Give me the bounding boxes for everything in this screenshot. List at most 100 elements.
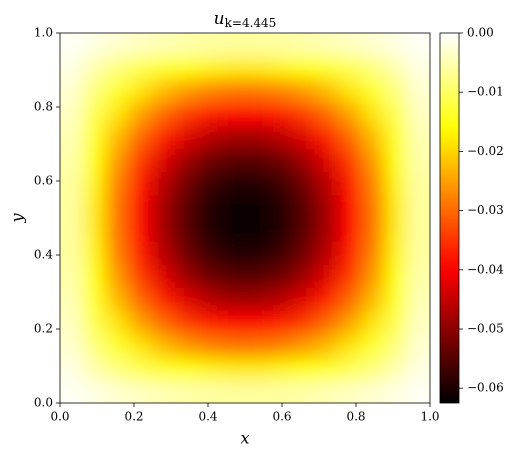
heatmap-cell bbox=[83, 33, 107, 57]
heatmap-cell bbox=[175, 379, 200, 403]
heatmap-cell bbox=[337, 102, 362, 126]
heatmap-cell bbox=[383, 379, 408, 403]
heatmap-cell bbox=[268, 125, 292, 150]
heatmap-cell bbox=[175, 194, 200, 219]
heatmap-cell bbox=[83, 171, 107, 196]
heatmap-cell bbox=[245, 264, 269, 288]
heatmap-cell bbox=[383, 194, 408, 219]
heatmap-cell bbox=[60, 148, 84, 173]
heatmap-cell bbox=[314, 379, 338, 403]
heatmap-cell bbox=[152, 33, 177, 57]
heatmap-cell bbox=[383, 148, 408, 173]
heatmap-cell bbox=[221, 287, 246, 311]
heatmap-cell bbox=[268, 310, 292, 335]
heatmap-cell bbox=[152, 102, 177, 126]
heatmap-cell bbox=[291, 171, 315, 196]
colorbar-tick-label: −0.04 bbox=[467, 262, 504, 276]
heatmap-cell bbox=[106, 333, 130, 358]
heatmap-cell bbox=[291, 287, 315, 311]
heatmap-cell bbox=[406, 102, 430, 126]
heatmap-cell bbox=[152, 56, 177, 80]
heatmap-cell bbox=[106, 356, 130, 381]
heatmap-cell bbox=[337, 56, 362, 80]
heatmap-cell bbox=[152, 356, 177, 381]
heatmap-cell bbox=[383, 218, 408, 242]
heatmap-cell bbox=[198, 356, 223, 381]
heatmap-cell bbox=[337, 125, 362, 150]
heatmap-cell bbox=[245, 125, 269, 150]
heatmap-cell bbox=[360, 33, 385, 57]
heatmap-cell bbox=[268, 171, 292, 196]
heatmap-cell bbox=[129, 241, 153, 265]
heatmap-cell bbox=[129, 218, 153, 242]
heatmap-cell bbox=[60, 79, 84, 103]
heatmap-cell bbox=[198, 33, 223, 57]
heatmap-cell bbox=[245, 148, 269, 173]
y-tick-label: 0.2 bbox=[34, 322, 53, 336]
heatmap-cell bbox=[314, 125, 338, 150]
heatmap-cell bbox=[60, 241, 84, 265]
heatmap-cell bbox=[129, 79, 153, 103]
heatmap-cell bbox=[360, 356, 385, 381]
heatmap-cell bbox=[291, 356, 315, 381]
heatmap-cell bbox=[60, 125, 84, 150]
heatmap-cell bbox=[60, 310, 84, 335]
heatmap-cell bbox=[106, 148, 130, 173]
heatmap-cell bbox=[291, 241, 315, 265]
heatmap-cell bbox=[152, 125, 177, 150]
colorbar bbox=[439, 32, 460, 404]
heatmap-cell bbox=[268, 264, 292, 288]
heatmap-cell bbox=[360, 287, 385, 311]
heatmap-cell bbox=[383, 33, 408, 57]
heatmap-cell bbox=[129, 171, 153, 196]
heatmap-cell bbox=[383, 56, 408, 80]
heatmap-cell bbox=[60, 171, 84, 196]
heatmap-cell bbox=[83, 218, 107, 242]
heatmap-cell bbox=[406, 310, 430, 335]
heatmap-cell bbox=[245, 287, 269, 311]
heatmap-cell bbox=[360, 241, 385, 265]
heatmap-cell bbox=[337, 356, 362, 381]
heatmap-cell bbox=[106, 287, 130, 311]
y-tick-label: 0.8 bbox=[34, 100, 53, 114]
chart-title: uk=4.445 bbox=[214, 9, 277, 30]
heatmap-cell bbox=[221, 33, 246, 57]
heatmap-cell bbox=[383, 171, 408, 196]
heatmap-cell bbox=[383, 264, 408, 288]
heatmap-cell bbox=[221, 125, 246, 150]
heatmap-cell bbox=[152, 310, 177, 335]
heatmap-cell bbox=[337, 241, 362, 265]
heatmap-cell bbox=[360, 171, 385, 196]
heatmap-cell bbox=[152, 333, 177, 358]
heatmap-cell bbox=[129, 310, 153, 335]
heatmap-cell bbox=[60, 218, 84, 242]
heatmap-cell bbox=[198, 79, 223, 103]
heatmap-cell bbox=[60, 33, 84, 57]
x-axis-label: x bbox=[240, 429, 249, 448]
heatmap-cell bbox=[268, 356, 292, 381]
heatmap-cell bbox=[175, 56, 200, 80]
heatmap-cell bbox=[406, 287, 430, 311]
heatmap-cell bbox=[83, 356, 107, 381]
heatmap-cell bbox=[83, 125, 107, 150]
heatmap-cell bbox=[83, 102, 107, 126]
heatmap-cell bbox=[406, 333, 430, 358]
heatmap-cell bbox=[337, 79, 362, 103]
heatmap-cell bbox=[337, 264, 362, 288]
heatmap-cell bbox=[291, 79, 315, 103]
x-tick-label: 0.2 bbox=[124, 410, 143, 424]
heatmap-cell bbox=[221, 356, 246, 381]
heatmap-cell bbox=[198, 171, 223, 196]
y-tick-label: 0.6 bbox=[34, 174, 53, 188]
heatmap-cell bbox=[152, 241, 177, 265]
heatmap-cell bbox=[406, 33, 430, 57]
heatmap-cell bbox=[291, 125, 315, 150]
heatmap-cell bbox=[198, 310, 223, 335]
heatmap-cell bbox=[291, 218, 315, 242]
heatmap-cell bbox=[175, 79, 200, 103]
heatmap-cell bbox=[383, 241, 408, 265]
heatmap-cell bbox=[291, 33, 315, 57]
heatmap-cell bbox=[106, 56, 130, 80]
